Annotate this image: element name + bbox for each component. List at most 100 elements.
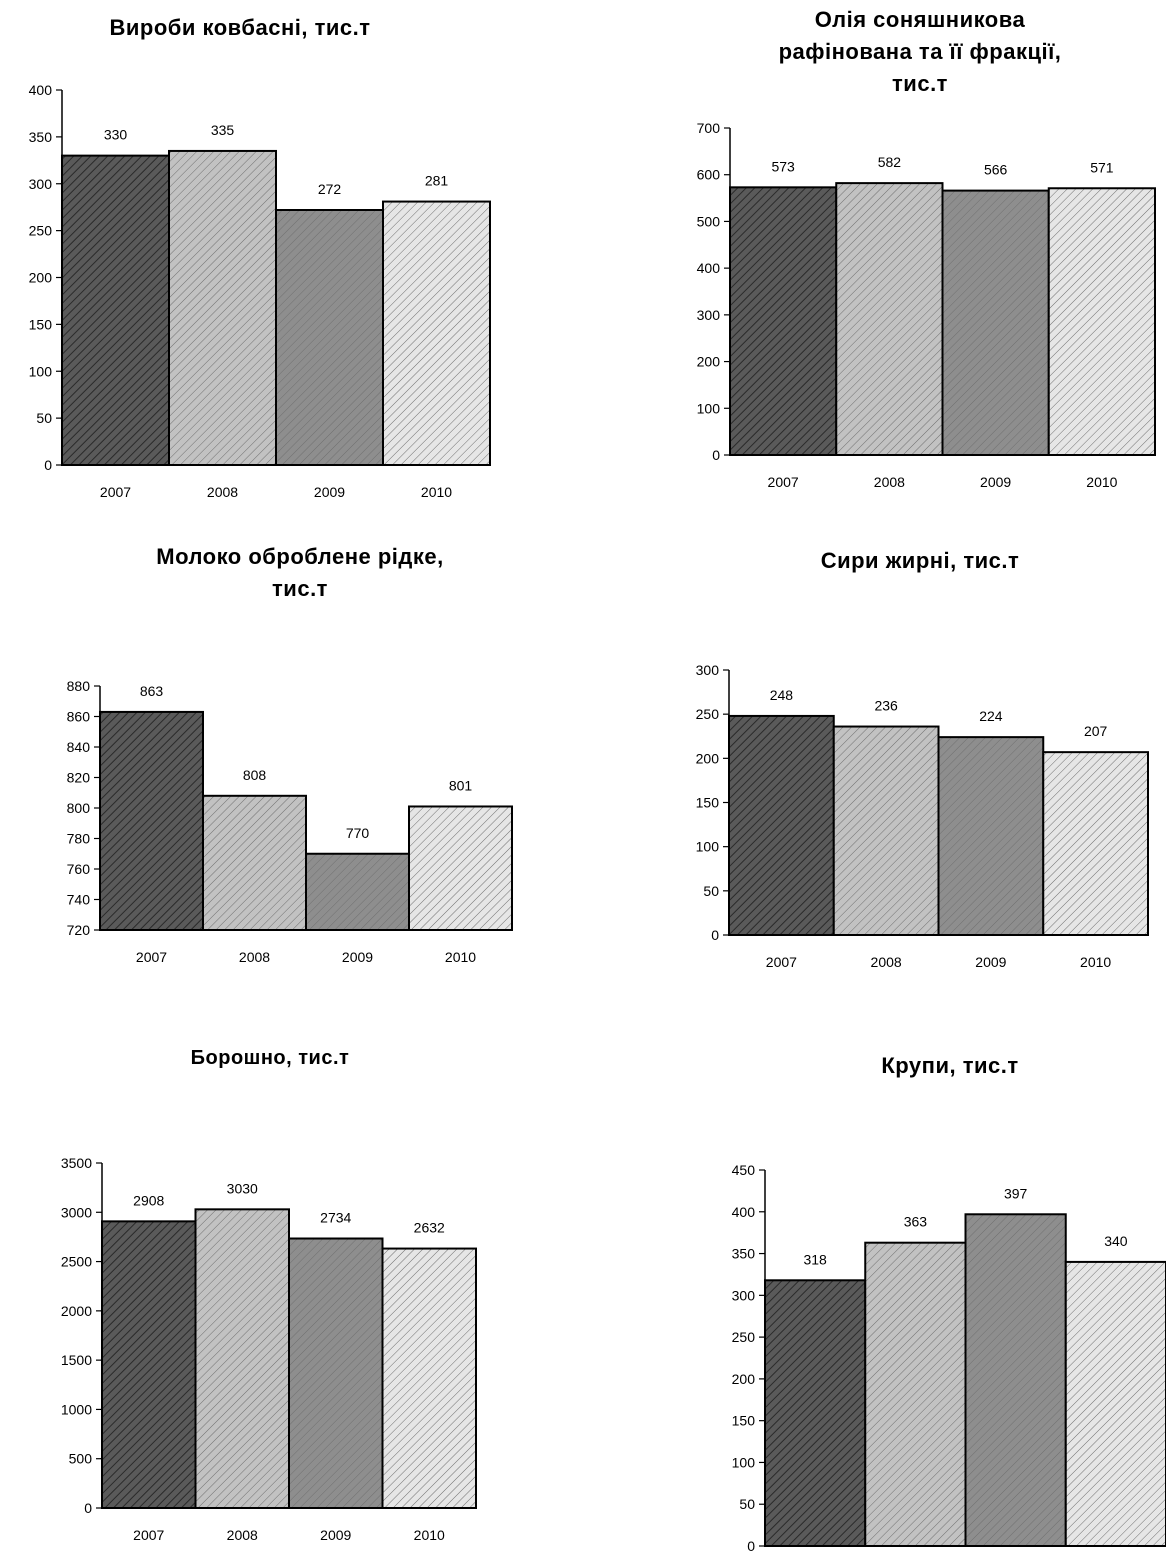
data-label: 224 [979,708,1003,724]
data-label: 863 [140,683,164,699]
data-label: 582 [878,154,902,170]
bar-2010 [1042,751,1149,937]
y-tick-label: 100 [696,839,720,855]
y-tick-label: 2000 [61,1303,92,1319]
y-tick-label: 350 [29,129,53,145]
x-tick-label: 2008 [239,949,270,965]
y-tick-label: 1500 [61,1352,92,1368]
x-tick-label: 2007 [136,949,167,965]
y-tick-label: 50 [739,1496,755,1512]
x-tick-label: 2007 [768,474,799,490]
y-tick-label: 150 [732,1413,756,1429]
data-label: 801 [449,777,473,793]
chart-title: Крупи, тис.т [881,1053,1019,1078]
y-tick-label: 500 [69,1451,93,1467]
y-tick-label: 860 [67,709,91,725]
y-tick-label: 3000 [61,1204,92,1220]
bar-2008 [168,149,277,466]
bar-2010 [1047,187,1156,457]
data-label: 318 [803,1251,827,1267]
y-tick-label: 600 [697,167,721,183]
bar-2008 [864,1241,967,1548]
chart-title: Сири жирні, тис.т [820,548,1020,573]
bar-2008 [835,182,944,456]
y-tick-label: 100 [697,400,721,416]
data-label: 207 [1084,723,1108,739]
y-tick-label: 200 [696,750,720,766]
data-label: 281 [425,173,449,189]
data-label: 236 [874,698,898,714]
bar-2007 [61,154,170,466]
chart-plot: 248 2007 236 2008 224 2009 207 2010 0 50 100 150 200… [696,662,1149,970]
x-tick-label: 2008 [227,1527,258,1543]
x-tick-label: 2009 [320,1527,351,1543]
y-tick-label: 400 [732,1204,756,1220]
x-tick-label: 2007 [133,1527,164,1543]
y-tick-label: 800 [67,800,91,816]
x-tick-label: 2009 [314,484,345,500]
y-tick-label: 300 [696,662,720,678]
bar-2009 [964,1213,1067,1547]
bar-2010 [408,805,513,931]
chart-plot: 573 2007 582 2008 566 2009 571 2010 0 100 200 300 40… [697,120,1156,490]
y-tick-label: 200 [697,354,721,370]
x-tick-label: 2008 [871,954,902,970]
chart-plot: 863 2007 808 2008 770 2009 801 2010 720 740 760 780… [67,678,513,965]
bar-2010 [381,1247,477,1510]
y-tick-label: 760 [67,861,91,877]
bar-2008 [194,1208,290,1510]
x-tick-label: 2009 [975,954,1006,970]
data-label: 3030 [227,1180,258,1196]
bar-2007 [764,1279,867,1547]
x-tick-label: 2008 [874,474,905,490]
data-label: 770 [346,825,370,841]
y-tick-label: 100 [732,1454,756,1470]
data-label: 566 [984,162,1008,178]
y-tick-label: 2500 [61,1254,92,1270]
y-tick-label: 0 [44,457,52,473]
y-tick-label: 3500 [61,1155,92,1171]
bar-2007 [101,1220,197,1509]
y-tick-label: 780 [67,831,91,847]
data-label: 397 [1004,1185,1028,1201]
x-tick-label: 2010 [1086,474,1117,490]
y-tick-label: 150 [29,316,53,332]
data-label: 330 [104,127,128,143]
y-tick-label: 300 [29,176,53,192]
data-label: 340 [1104,1233,1128,1249]
x-tick-label: 2008 [207,484,238,500]
bar-2010 [1064,1260,1166,1548]
y-tick-label: 250 [732,1329,756,1345]
y-tick-label: 500 [697,213,721,229]
x-tick-label: 2010 [421,484,452,500]
x-tick-label: 2010 [414,1527,445,1543]
y-tick-label: 880 [67,678,91,694]
y-tick-label: 350 [732,1246,756,1262]
y-tick-label: 700 [697,120,721,136]
chart-plot: 330 2007 335 2008 272 2009 281 2010 0 50 100 150 200… [29,82,491,500]
data-label: 2734 [320,1210,351,1226]
data-label: 335 [211,122,235,138]
bar-2007 [729,186,838,456]
y-tick-label: 1000 [61,1401,92,1417]
x-tick-label: 2009 [342,949,373,965]
y-tick-label: 250 [29,223,53,239]
y-tick-label: 50 [36,410,52,426]
y-tick-label: 740 [67,892,91,908]
y-tick-label: 250 [696,706,720,722]
y-tick-label: 300 [697,307,721,323]
y-tick-label: 400 [697,260,721,276]
y-tick-label: 840 [67,739,91,755]
x-tick-label: 2007 [766,954,797,970]
x-tick-label: 2010 [445,949,476,965]
y-tick-label: 0 [711,927,719,943]
data-label: 2632 [414,1220,445,1236]
x-tick-label: 2010 [1080,954,1111,970]
data-label: 2908 [133,1192,164,1208]
y-tick-label: 0 [84,1500,92,1516]
y-tick-label: 400 [29,82,53,98]
chart-title: Молоко оброблене рідке, тис.т [156,544,444,601]
y-tick-label: 820 [67,770,91,786]
data-label: 808 [243,767,267,783]
x-tick-label: 2007 [100,484,131,500]
